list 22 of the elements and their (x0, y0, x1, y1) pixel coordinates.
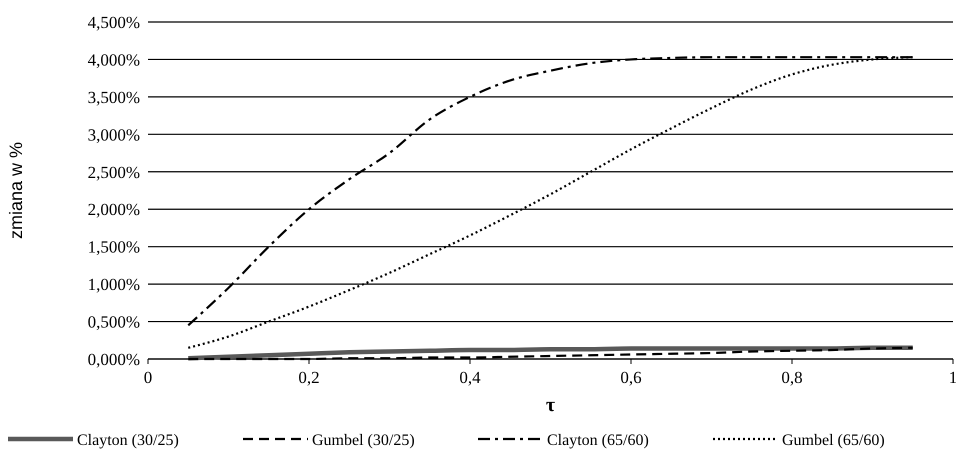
y-tick-label: 0,500% (88, 312, 140, 332)
legend-label: Gumbel (30/25) (312, 432, 415, 449)
y-tick-label: 4,500% (88, 13, 140, 32)
y-tick-label: 2,500% (88, 162, 140, 182)
y-tick-label: 3,000% (88, 125, 140, 144)
y-tick-label: 1,500% (88, 238, 140, 257)
y-tick-label: 1,000% (88, 275, 140, 294)
y-axis-title: zmiana w % (6, 142, 26, 240)
y-tick-label: 3,500% (88, 88, 140, 107)
x-tick-label: 0 (144, 368, 152, 387)
x-tick-label: 0,2 (298, 368, 320, 387)
legend-label: Gumbel (65/60) (782, 432, 885, 449)
x-tick-label: 0,6 (620, 368, 642, 387)
x-axis-title: τ (546, 394, 556, 416)
y-tick-label: 0,000% (88, 350, 140, 369)
legend-label: Clayton (65/60) (547, 432, 649, 449)
y-tick-label: 2,000% (88, 200, 140, 220)
x-tick-label: 1 (948, 368, 956, 387)
legend-label: Clayton (30/25) (77, 432, 179, 449)
x-tick-label: 0,4 (459, 368, 482, 387)
x-tick-label: 0,8 (781, 368, 803, 387)
y-tick-label: 4,000% (88, 50, 140, 70)
